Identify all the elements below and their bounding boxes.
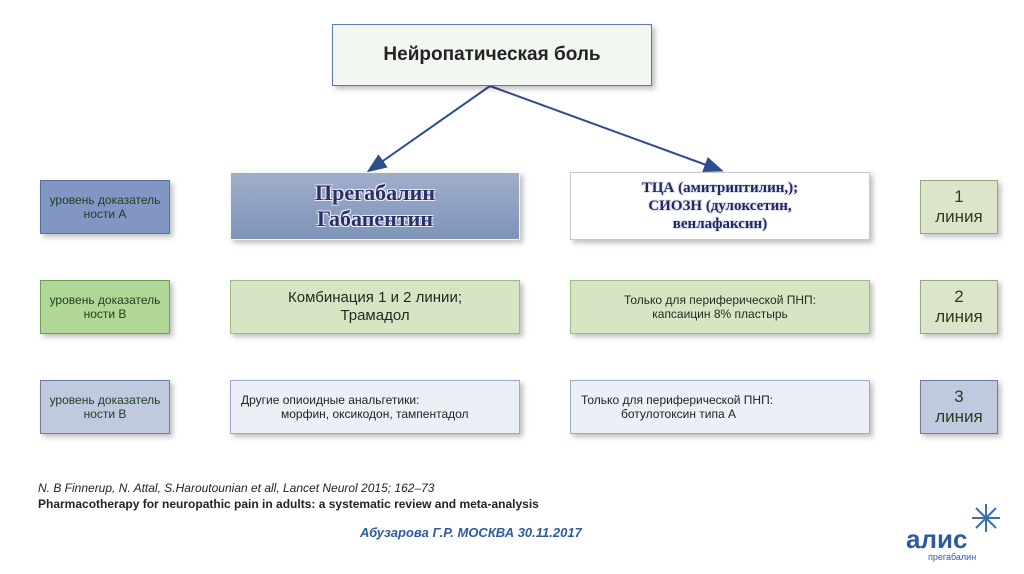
row1-right-box: ТЦА (амитриптилин,);СИОЗН (дулоксетин,ве… — [570, 172, 870, 240]
logo-text: алис — [906, 524, 967, 554]
therapy-line-box-0: 1линия — [920, 180, 998, 234]
arrow-right — [490, 86, 720, 170]
therapy-line-box-2: 3линия — [920, 380, 998, 434]
citation-line1: N. B Finnerup, N. Attal, S.Haroutounian … — [38, 481, 434, 495]
author-line: Абузарова Г.Р. МОСКВА 30.11.2017 — [360, 525, 582, 540]
title-text: Нейропатическая боль — [383, 44, 600, 67]
citation: N. B Finnerup, N. Attal, S.Haroutounian … — [38, 480, 539, 512]
row2-left-box: Комбинация 1 и 2 линии;Трамадол — [230, 280, 520, 334]
evidence-level-box-2: уровень доказатель ности В — [40, 380, 170, 434]
row1-left-box: ПрегабалинГабапентин — [230, 172, 520, 240]
evidence-level-box-1: уровень доказатель ности В — [40, 280, 170, 334]
logo-subtext: прегабалин — [928, 552, 976, 562]
brand-logo: алис прегабалин — [898, 504, 1008, 564]
row3-right-box: Только для периферической ПНП:ботулотокс… — [570, 380, 870, 434]
row2-right-box: Только для периферической ПНП:капсаицин … — [570, 280, 870, 334]
therapy-line-box-1: 2линия — [920, 280, 998, 334]
title-box: Нейропатическая боль — [332, 24, 652, 86]
arrow-left — [370, 86, 490, 170]
evidence-level-box-0: уровень доказатель ности А — [40, 180, 170, 234]
citation-line2: Pharmacotherapy for neuropathic pain in … — [38, 497, 539, 511]
row3-left-box: Другие опиоидные анальгетики:морфин, окс… — [230, 380, 520, 434]
logo-star-icon — [972, 504, 1000, 532]
